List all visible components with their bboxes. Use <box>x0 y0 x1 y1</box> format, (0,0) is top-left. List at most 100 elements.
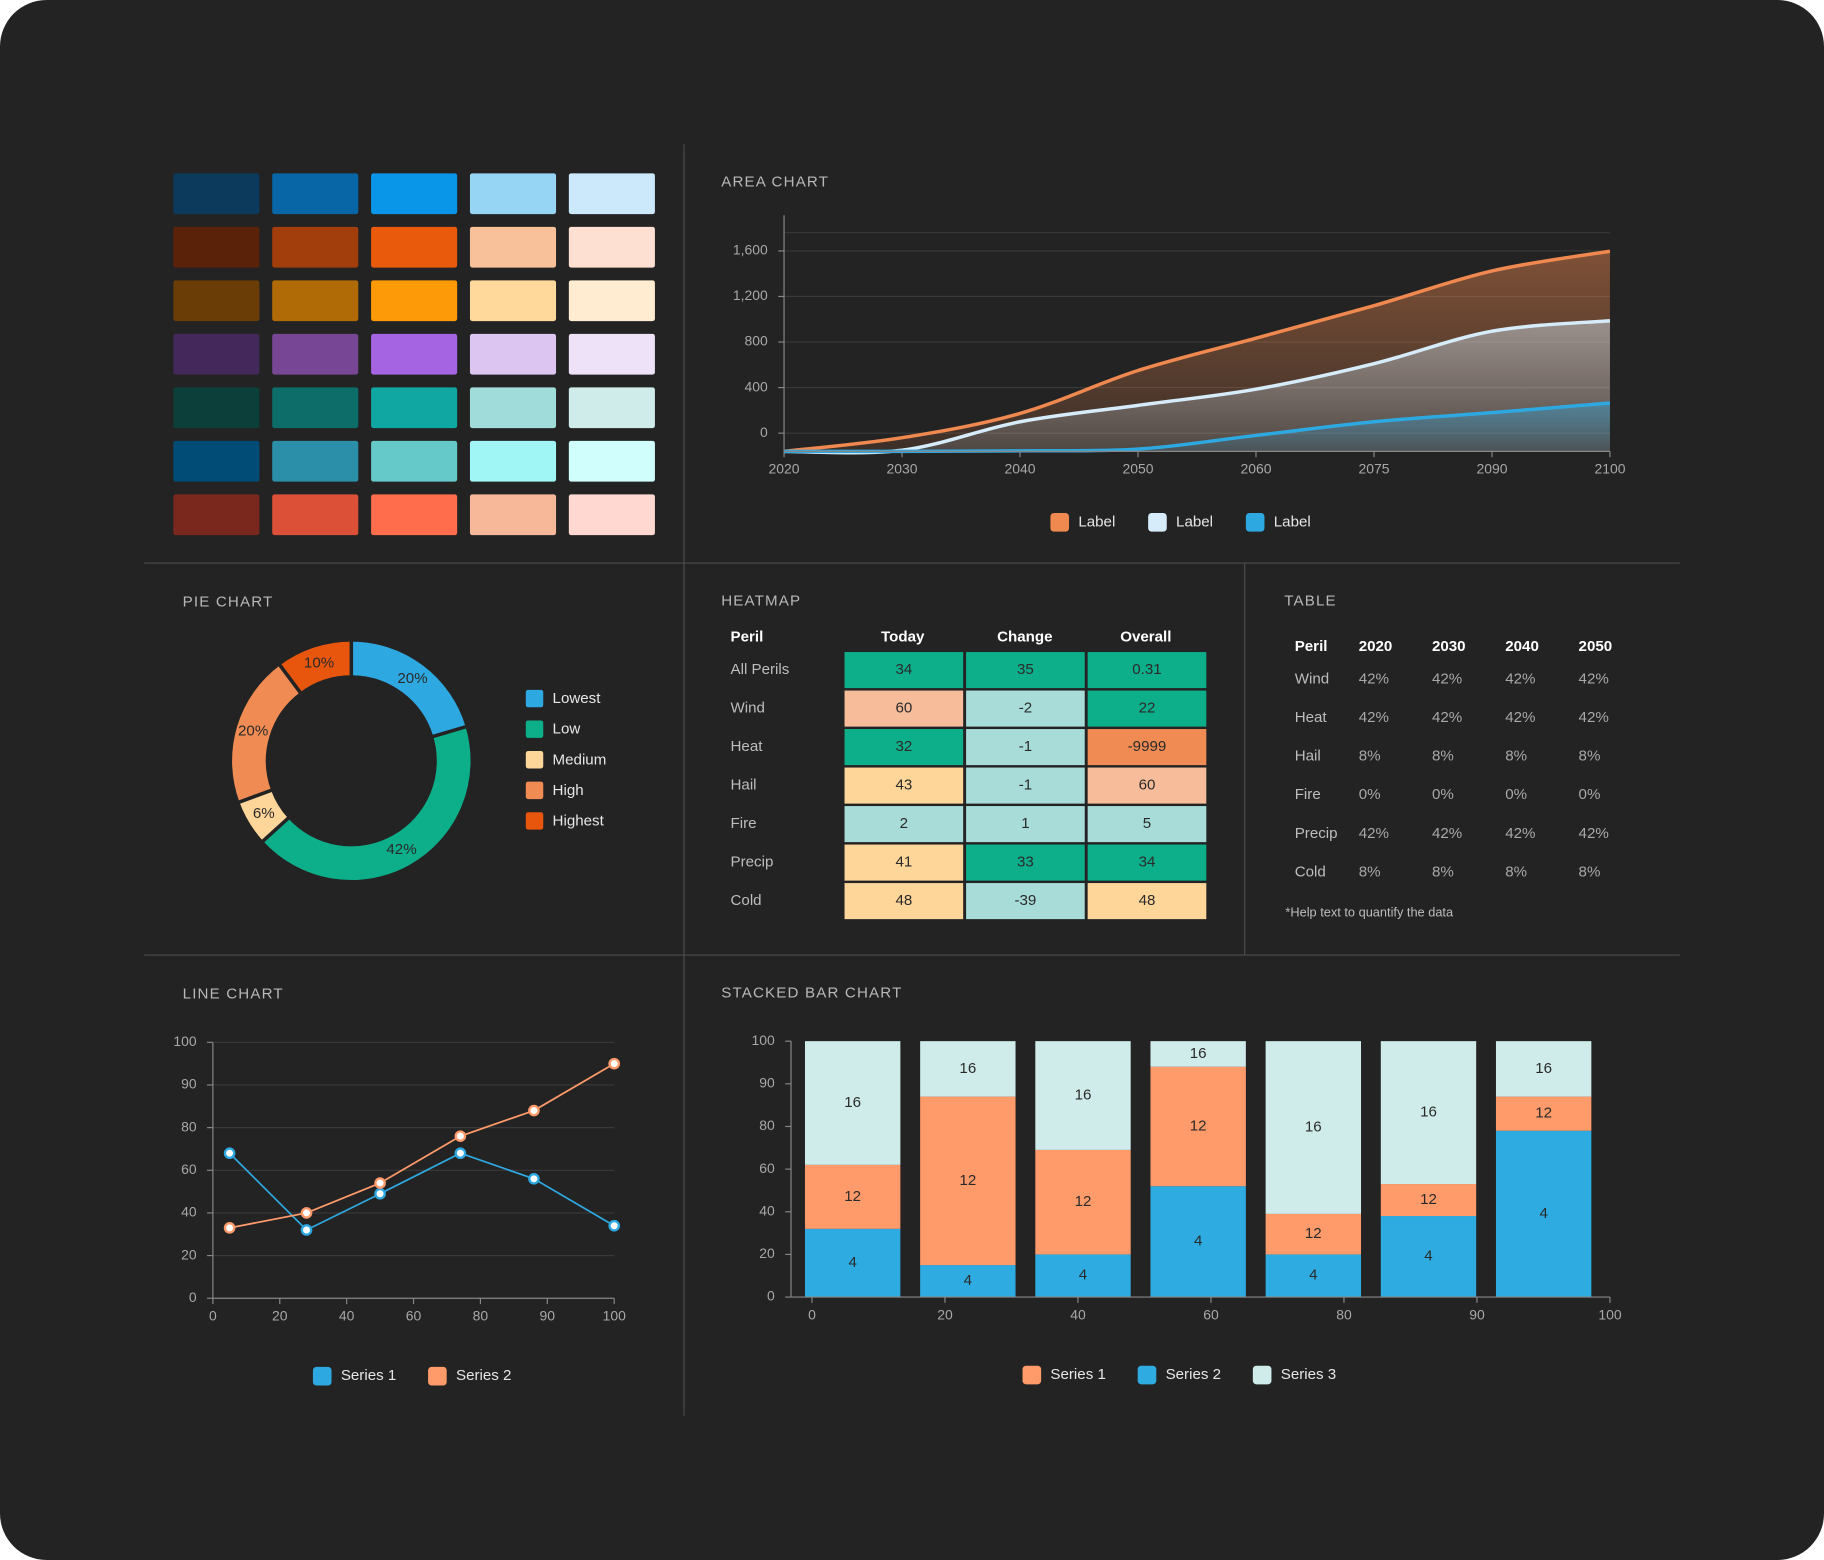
color-swatch <box>173 280 260 322</box>
y-tick-label: 60 <box>181 1161 197 1177</box>
cell-value: 0% <box>1432 786 1454 803</box>
x-tick-label: 2040 <box>1005 461 1036 477</box>
x-tick-label: 100 <box>603 1308 627 1324</box>
legend-label: High <box>553 782 584 799</box>
point <box>374 1177 386 1189</box>
bar-label: 12 <box>844 1188 861 1205</box>
legend-label: Series 1 <box>341 1367 396 1384</box>
color-swatch <box>469 494 557 536</box>
y-tick-label: 80 <box>759 1117 775 1133</box>
cell-value: 48 <box>895 892 912 909</box>
x-tick-label: 100 <box>1598 1306 1622 1322</box>
legend-label: Label <box>1078 513 1115 530</box>
cell-value: 8% <box>1579 748 1601 765</box>
heat-cell <box>966 767 1085 804</box>
chart-title: AREA CHART <box>721 174 829 191</box>
cell-value: 1 <box>1021 815 1029 832</box>
color-swatch <box>272 173 359 215</box>
bar-label: 4 <box>1194 1233 1202 1250</box>
column-header: Today <box>881 629 925 646</box>
heat-cell <box>966 652 1085 689</box>
bar-segment <box>1495 1130 1592 1298</box>
point <box>454 1130 467 1142</box>
bar-label: 16 <box>1075 1087 1092 1104</box>
column-header: 2030 <box>1432 638 1466 655</box>
y-tick-label: 80 <box>181 1118 197 1134</box>
x-tick-label: 2050 <box>1122 461 1153 477</box>
legend-label: Series 3 <box>1281 1366 1336 1383</box>
cell-value: 5 <box>1143 815 1151 832</box>
row-label: Wind <box>731 700 765 717</box>
x-tick-label: 20 <box>937 1306 953 1322</box>
cell-value: 42% <box>1579 709 1609 726</box>
color-swatch <box>173 387 260 429</box>
color-swatch <box>272 494 359 536</box>
legend-label: Series 2 <box>1166 1366 1221 1383</box>
cell-value: 0.31 <box>1132 661 1161 678</box>
cell-value: 42% <box>1505 670 1535 687</box>
legend-swatch <box>525 781 544 800</box>
cell-value: 41 <box>895 854 912 871</box>
cell-value: 42% <box>1359 670 1389 687</box>
color-swatch <box>173 226 260 268</box>
color-swatch <box>173 173 260 215</box>
cell-value: 8% <box>1359 748 1381 765</box>
column-header: Change <box>997 629 1052 646</box>
color-swatch <box>371 226 458 268</box>
bar-label: 12 <box>1535 1105 1552 1122</box>
point <box>223 1147 236 1160</box>
column-header: 2020 <box>1359 638 1393 655</box>
color-swatch <box>469 440 557 482</box>
legend-label: Series 1 <box>1050 1366 1105 1383</box>
bar-label: 12 <box>1420 1191 1437 1208</box>
heat-cell <box>966 883 1085 920</box>
bar-segment <box>1495 1041 1592 1097</box>
color-swatch <box>568 387 655 429</box>
x-tick-label: 2075 <box>1358 461 1389 477</box>
cell-value: 22 <box>1139 700 1156 717</box>
y-tick-label: 0 <box>760 424 768 440</box>
heat-cell <box>1087 767 1207 804</box>
column-header: 2040 <box>1505 638 1539 655</box>
cell-value: 42% <box>1432 670 1462 687</box>
x-tick-label: 60 <box>406 1308 422 1324</box>
bar-label: 16 <box>1190 1045 1207 1062</box>
heat-cell <box>844 729 964 766</box>
x-tick-label: 90 <box>1469 1306 1485 1322</box>
cell-value: -39 <box>1014 892 1036 909</box>
bar-segment <box>1380 1216 1477 1298</box>
bar-segment <box>804 1164 901 1229</box>
slice-label: 20% <box>238 723 268 740</box>
legend-label: Series 2 <box>456 1367 511 1384</box>
x-tick-label: 0 <box>209 1308 217 1324</box>
legend-swatch <box>312 1366 332 1386</box>
color-swatch <box>173 494 260 536</box>
area-line <box>784 318 1611 455</box>
cell-value: 8% <box>1432 863 1454 880</box>
color-swatch <box>173 440 260 482</box>
x-tick-label: 80 <box>1336 1306 1352 1322</box>
heat-cell <box>844 806 964 843</box>
cell-value: 8% <box>1505 748 1527 765</box>
color-swatch <box>173 333 260 375</box>
cell-value: 48 <box>1139 892 1156 909</box>
row-label: Cold <box>731 892 762 909</box>
heat-cell <box>1087 844 1207 881</box>
slice-label: 20% <box>397 670 427 687</box>
legend-label: Medium <box>553 751 607 768</box>
y-tick-label: 1,200 <box>733 287 768 303</box>
cell-value: 34 <box>895 661 912 678</box>
row-label: All Perils <box>731 661 790 678</box>
bar-segment <box>804 1228 901 1298</box>
cell-value: 60 <box>895 700 912 717</box>
color-swatch <box>371 333 458 375</box>
pie-slice <box>259 724 475 884</box>
bar-segment <box>1380 1184 1477 1217</box>
row-label: Precip <box>1295 825 1338 842</box>
column-header: Peril <box>1295 638 1328 655</box>
color-swatch <box>469 280 557 322</box>
color-swatch <box>371 494 458 536</box>
x-tick-label: 0 <box>808 1306 816 1322</box>
legend-label: Highest <box>553 813 605 830</box>
bar-segment <box>1380 1041 1477 1185</box>
